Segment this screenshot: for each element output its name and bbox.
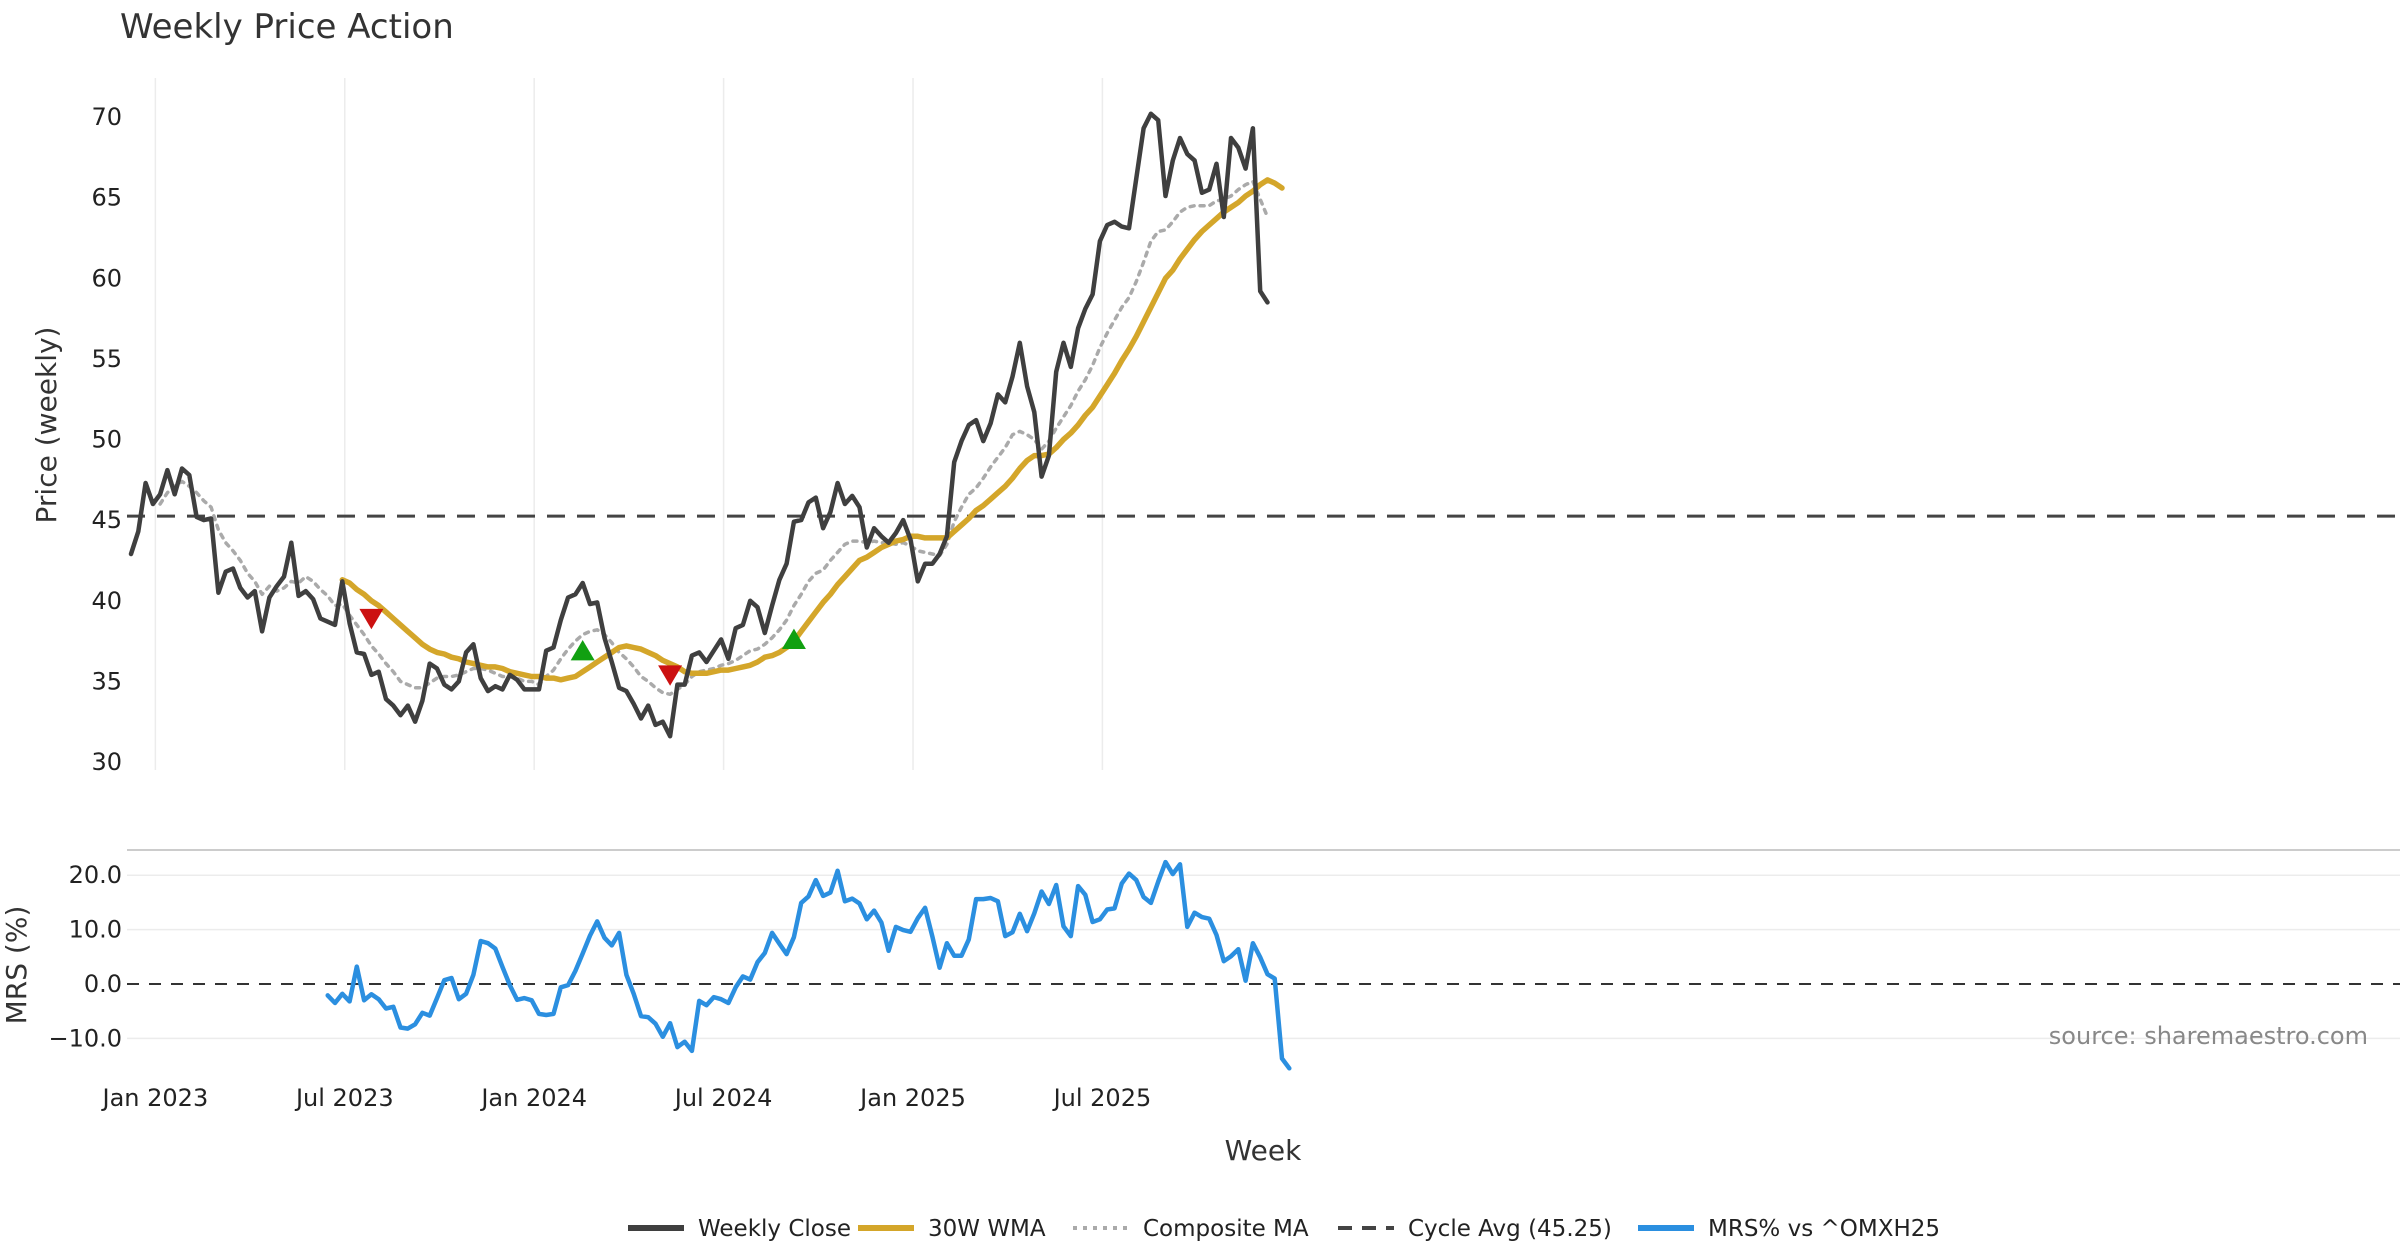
mrs-panel [127,859,2400,1071]
series-mrs [325,859,1292,1071]
price-y-tick-label: 70 [91,103,122,131]
legend-label: Cycle Avg (45.25) [1408,1216,1612,1242]
price-panel [127,111,2400,739]
price-y-tick-label: 45 [91,506,122,534]
legend-item: Cycle Avg (45.25) [1338,1216,1612,1242]
series-30w-wma [339,177,1285,683]
price-y-tick-label: 30 [91,748,122,776]
price-y-tick-label: 40 [91,587,122,615]
legend-item: Weekly Close [628,1216,851,1242]
buy-signal-marker [781,628,806,650]
mrs-y-tick-label: 10.0 [69,916,122,944]
mrs-y-axis-label: MRS (%) [0,906,33,1025]
buy-signal-marker [570,639,595,661]
price-y-tick-label: 35 [91,667,122,695]
mrs-y-tick-label: 20.0 [69,861,122,889]
x-tick-label: Jul 2023 [294,1084,394,1112]
series-weekly-close [128,111,1270,739]
legend-label: MRS% vs ^OMXH25 [1708,1216,1940,1242]
legend-item: Composite MA [1073,1216,1309,1242]
price-y-tick-label: 60 [91,264,122,292]
grid [127,78,2400,1040]
x-axis-label: Week [1225,1134,1302,1167]
legend-item: MRS% vs ^OMXH25 [1638,1216,1940,1242]
price-y-tick-label: 65 [91,184,122,212]
series-composite-ma [158,179,1270,697]
price-y-axis-label: Price (weekly) [30,327,63,524]
sell-signal-marker [658,665,683,686]
legend: Weekly Close 30W WMA Composite MA Cycle Avg… [628,1216,1940,1242]
x-tick-label: Jan 2025 [858,1084,966,1112]
mrs-y-tick-label: 0.0 [84,970,122,998]
x-tick-label: Jan 2023 [101,1084,209,1112]
legend-label: Composite MA [1143,1216,1309,1242]
price-y-tick-label: 50 [91,426,122,454]
source-note: source: sharemaestro.com [2049,1022,2368,1050]
axes: Jan 2023 Jul 2023 Jan 2024 Jul 2024 Jan 2025… [48,103,1151,1112]
x-tick-label: Jul 2025 [1052,1084,1152,1112]
mrs-y-tick-label: −10.0 [48,1024,122,1052]
x-tick-label: Jan 2024 [479,1084,587,1112]
legend-item: 30W WMA [858,1216,1046,1242]
x-tick-label: Jul 2024 [673,1084,773,1112]
legend-label: 30W WMA [928,1216,1046,1242]
price-y-tick-label: 55 [91,345,122,373]
sell-signal-marker [359,608,384,630]
chart-title: Weekly Price Action [120,7,454,47]
legend-label: Weekly Close [698,1216,851,1242]
